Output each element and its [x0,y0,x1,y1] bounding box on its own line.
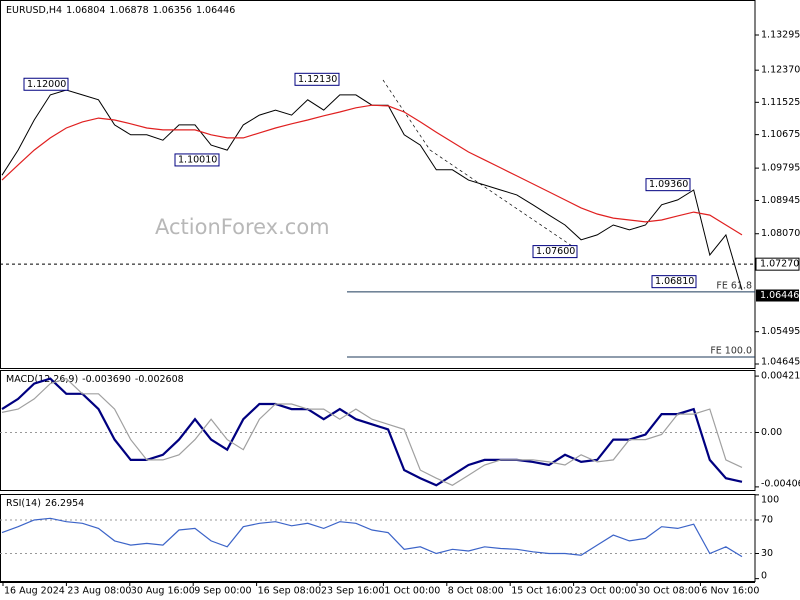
y-tick-label: 0.004215 [761,371,800,382]
macd-panel-frame [0,370,756,491]
macd-title: MACD(12,26,9) -0.003690 -0.002608 [6,374,184,385]
open: 1.06804 [66,5,105,16]
x-tick-label: 30 Aug 16:00 [131,586,195,597]
trend-connector [382,79,431,151]
rsi-panel-frame [0,494,756,582]
macd-name: MACD(12,26,9) [6,374,78,385]
symbol: EURUSD,H4 [6,5,62,16]
x-tick-label: 23 Oct 00:00 [575,586,637,597]
y-tick-label: 1.12370 [761,65,800,76]
series-line [1,104,743,236]
y-tick-label: 1.09795 [761,163,800,174]
price-panel-frame [0,0,756,369]
y-tick-label: 1.04645 [761,357,800,368]
price-annotation-label: 1.07600 [536,246,575,257]
y-tick-label: 1.05495 [761,326,800,337]
x-tick-label: 6 Nov 16:00 [701,586,759,597]
rsi-name: RSI(14) [6,498,41,509]
y-tick-label: 30 [761,548,773,559]
y-tick-label: 1.10675 [761,129,800,140]
fibonacci-label: FE 61.8 [716,280,752,291]
price-annotation-box [645,178,691,192]
symbol-title: EURUSD,H4 1.06804 1.06878 1.06356 1.06446 [6,5,235,16]
price-annotation-box [294,72,340,86]
y-tick-label: 0.00 [761,427,782,438]
x-tick-label: 30 Oct 08:00 [638,586,700,597]
series-line [1,377,743,486]
signal-readout: -0.002608 [135,374,184,385]
price-annotation-label: 1.12130 [298,74,337,85]
macd-readout: -0.003690 [82,374,131,385]
x-tick-label: 15 Oct 16:00 [511,586,573,597]
last-price-label: 1.06446 [760,290,799,301]
price-annotation-box [651,275,697,289]
x-tick-label: 8 Oct 08:00 [448,586,504,597]
y-tick-label: 0 [761,571,767,582]
y-tick-label: 1.08945 [761,195,800,206]
price-annotation-label: 1.09360 [649,179,688,190]
price-annotation-box [174,153,220,167]
y-tick-label: 1.11525 [761,97,800,108]
high: 1.06878 [109,5,148,16]
x-tick-label: 1 Oct 00:00 [384,586,440,597]
y-tick-label: 100 [761,495,779,506]
y-tick-label: 1.13295 [761,29,800,40]
price-annotation-box [23,77,69,91]
rsi-readout: 26.2954 [45,498,84,509]
x-tick-label: 23 Aug 08:00 [67,586,131,597]
watermark: ActionForex.com [155,215,330,239]
price-annotation-label: 1.06810 [655,276,694,287]
level-label: 1.07270 [760,259,799,270]
x-tick-label: 23 Sep 16:00 [321,586,384,597]
trend-connector [429,149,576,249]
fibonacci-label: FE 100.0 [710,345,752,356]
x-tick-label: 16 Aug 2024 [4,586,65,597]
price-annotation-label: 1.12000 [27,79,66,90]
rsi-title: RSI(14) 26.2954 [6,498,84,509]
x-tick-label: 9 Sep 00:00 [194,586,251,597]
series-line [1,377,743,487]
x-tick-label: 16 Sep 08:00 [258,586,321,597]
y-tick-label: 70 [761,514,773,525]
series-line [1,517,743,558]
close: 1.06446 [196,5,235,16]
y-tick-label: -0.004067 [761,479,800,490]
last-price-box [756,289,799,302]
y-tick-label: 1.08070 [761,228,800,239]
price-annotation-box [532,245,578,259]
level-box [755,257,800,271]
low: 1.06356 [153,5,192,16]
price-annotation-label: 1.10010 [178,154,217,165]
